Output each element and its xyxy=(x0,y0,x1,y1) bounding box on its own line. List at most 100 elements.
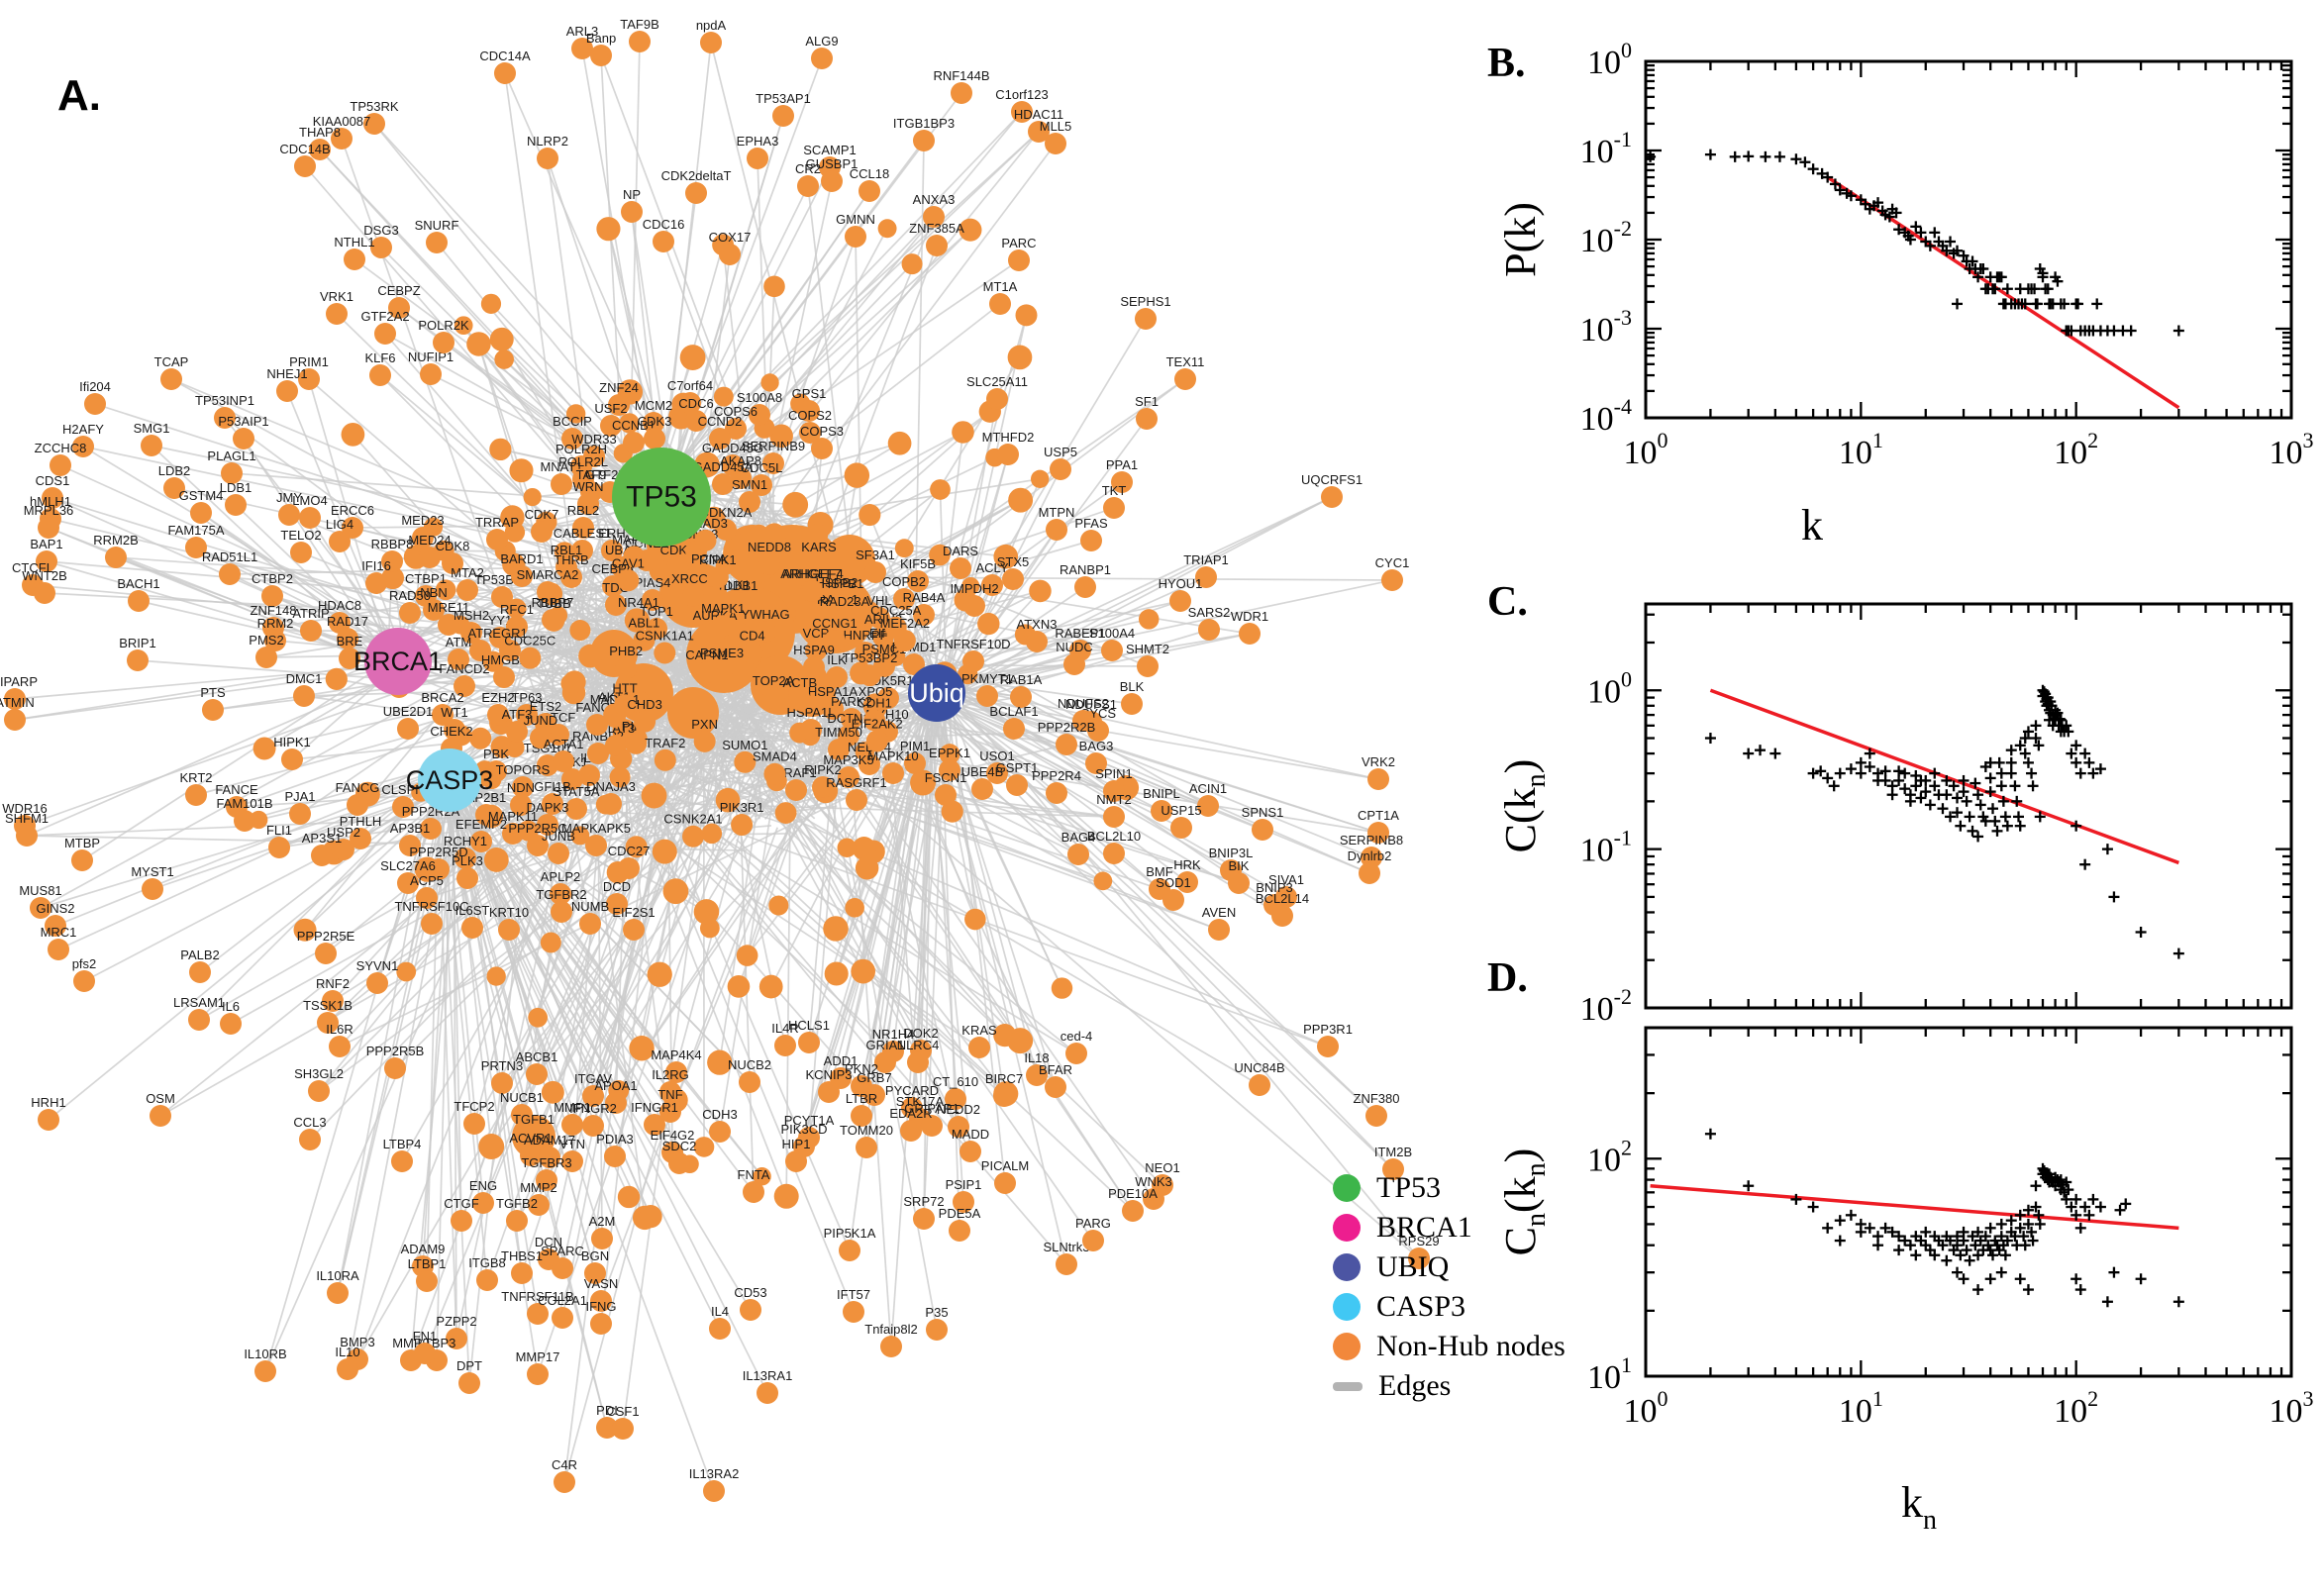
network-node-unlabeled xyxy=(993,544,1019,569)
network-edge xyxy=(867,724,960,1128)
network-edge xyxy=(748,791,1163,1186)
network-edge xyxy=(856,790,1134,1212)
network-edge xyxy=(337,768,456,1294)
network-edge xyxy=(600,827,778,1302)
network-edge xyxy=(547,157,664,510)
network-edge xyxy=(941,496,1333,704)
legend-item-nonhub: Non-Hub nodes xyxy=(1333,1327,1566,1366)
y-tick-label: 10-1 xyxy=(1580,127,1632,170)
x-tick-label: 100 xyxy=(1624,1386,1668,1430)
network-edge xyxy=(14,659,391,721)
network-edge xyxy=(848,576,1393,581)
network-node-unlabeled xyxy=(662,878,689,905)
axis-ticks xyxy=(1644,1028,2293,1378)
network-edge xyxy=(54,765,452,927)
network-node-unlabeled xyxy=(469,727,492,749)
nonhub-node-icon xyxy=(1333,1333,1361,1360)
network-edge xyxy=(835,705,941,974)
scatter-points xyxy=(1645,149,2184,337)
network-node-unlabeled xyxy=(489,327,514,351)
network-edge xyxy=(422,776,454,1267)
tp53-node-icon xyxy=(1333,1174,1361,1202)
network-edge xyxy=(235,504,389,652)
network-edge xyxy=(459,773,596,1274)
network-node-unlabeled xyxy=(489,438,512,461)
network-edge xyxy=(614,765,789,827)
y-tick-label: 10-1 xyxy=(1580,826,1632,869)
network-node-unlabeled xyxy=(1007,345,1033,370)
x-tick-label: 103 xyxy=(2270,428,2314,471)
network-edge xyxy=(200,512,404,651)
legend-item-tp53: TP53 xyxy=(1333,1168,1566,1208)
network-edge xyxy=(784,813,971,1152)
network-edge xyxy=(347,791,459,1370)
casp3-node-icon xyxy=(1333,1293,1361,1321)
panel-a-label: A. xyxy=(57,71,101,120)
brca1-node-icon xyxy=(1333,1214,1361,1242)
plot-frame xyxy=(1644,59,2293,420)
x-axis-label: k xyxy=(1801,501,1823,549)
network-node-unlabeled xyxy=(782,491,809,518)
panel-d-label: D. xyxy=(1487,955,1528,1001)
network-node-unlabeled xyxy=(760,373,779,392)
y-tick-label: 102 xyxy=(1587,1135,1632,1178)
network-node-unlabeled xyxy=(769,424,793,449)
network-edge xyxy=(736,839,1134,1212)
plot-frame xyxy=(1644,602,2293,1010)
network-edge xyxy=(384,333,668,494)
legend-label-nonhub: Non-Hub nodes xyxy=(1376,1330,1566,1362)
axis-ticks xyxy=(1644,59,2293,420)
network-edge xyxy=(450,777,493,1147)
network-node-unlabeled xyxy=(941,800,963,823)
network-edge xyxy=(865,698,946,869)
network-node-unlabeled xyxy=(844,462,870,488)
network-edge xyxy=(462,781,673,1153)
network-edge xyxy=(835,700,939,930)
network-node-unlabeled xyxy=(824,961,849,986)
network-edge xyxy=(454,785,763,1177)
network-node-unlabeled xyxy=(629,1036,655,1061)
network-edge xyxy=(626,543,731,816)
network-edge xyxy=(200,512,406,663)
x-axis-label: kn xyxy=(1901,1478,1937,1536)
network-node-unlabeled xyxy=(852,837,876,860)
legend-item-casp3: CASP3 xyxy=(1333,1287,1566,1327)
network-node-unlabeled xyxy=(435,579,456,601)
network-node-unlabeled xyxy=(639,1204,662,1229)
network-node-unlabeled xyxy=(679,345,706,371)
y-tick-label: 100 xyxy=(1587,666,1632,710)
network-edge xyxy=(199,767,465,973)
network-edge xyxy=(436,788,453,1361)
y-tick-label: 100 xyxy=(1587,38,1632,81)
network-node-unlabeled xyxy=(768,895,789,916)
y-tick-label: 10-2 xyxy=(1580,216,1632,259)
network-node-unlabeled xyxy=(964,908,986,931)
network-node-unlabeled xyxy=(753,1167,771,1186)
network-node-unlabeled xyxy=(523,487,542,507)
network-node-unlabeled xyxy=(652,839,677,864)
network-node-unlabeled xyxy=(1015,304,1038,327)
network-node-unlabeled xyxy=(727,975,751,998)
x-tick-label: 101 xyxy=(1839,1386,1883,1430)
legend-item-ubiq: UBIQ xyxy=(1333,1247,1566,1287)
network-node-unlabeled xyxy=(619,413,640,434)
network-node-unlabeled xyxy=(494,349,514,369)
network-edge xyxy=(264,735,549,1372)
x-tick-label: 102 xyxy=(2054,1386,2098,1430)
network-edge xyxy=(944,633,1251,686)
network-node-unlabeled xyxy=(939,744,960,765)
network-edge xyxy=(656,627,869,823)
scatter-points xyxy=(1704,684,2184,959)
edge-line-icon xyxy=(1333,1381,1363,1391)
network-edge xyxy=(83,787,454,982)
network-graph: TP53RKKIAA0087THAP8CDC14BSNURFDSG3NTHL1C… xyxy=(0,17,1440,1502)
network-node-unlabeled xyxy=(713,386,734,407)
network-edge xyxy=(48,788,454,1121)
network-edge xyxy=(946,703,1379,780)
x-tick-label: 100 xyxy=(1624,428,1668,471)
ubiq-node-icon xyxy=(1333,1253,1361,1281)
network-node-unlabeled xyxy=(715,787,741,813)
